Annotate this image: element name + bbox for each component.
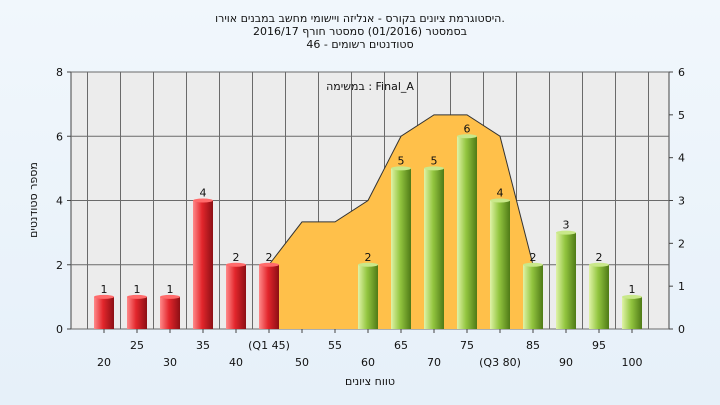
- chart-title-line-3: סטודנטים רשומים - 46: [306, 38, 414, 51]
- bar-top: [193, 198, 213, 203]
- bar: [490, 200, 510, 329]
- bar: [589, 264, 609, 329]
- bar-top: [490, 198, 510, 203]
- bar-value-label: 2: [233, 251, 240, 264]
- bar-value-label: 2: [365, 251, 372, 264]
- x-tick-label: 30: [163, 356, 177, 369]
- bar-top: [160, 294, 180, 299]
- bar: [226, 264, 246, 329]
- bar-top: [127, 294, 147, 299]
- y-tick-label: 2: [56, 259, 63, 272]
- bar-value-label: 2: [266, 251, 273, 264]
- bar: [160, 296, 180, 329]
- bar: [556, 232, 576, 329]
- bar-top: [226, 262, 246, 267]
- y2-tick-label: 4: [678, 152, 685, 165]
- bar-value-label: 6: [464, 122, 471, 135]
- chart-annotation: במשימה : Final_A: [326, 80, 414, 93]
- bar: [193, 200, 213, 329]
- x-tick-label: 35: [196, 339, 210, 352]
- chart-title-line-1: היסטוגרמת ציונים בקורס - אנליזה ויישומי …: [215, 12, 505, 25]
- bar-value-label: 5: [398, 154, 405, 167]
- x-tick-label: 65: [394, 339, 408, 352]
- bar-value-label: 4: [497, 187, 504, 200]
- bar-top: [622, 294, 642, 299]
- y-axis-label: מספר סטודנטים: [27, 162, 40, 238]
- x-tick-label: 100: [622, 356, 643, 369]
- x-tick-label: (Q3 80): [479, 356, 521, 369]
- bar-top: [523, 262, 543, 267]
- bar-top: [391, 166, 411, 171]
- y2-tick-label: 0: [678, 323, 685, 336]
- chart-title-line-2: בסמסטר (01/2016) סמסטר חורף 2016/17: [253, 25, 467, 38]
- y2-tick-label: 2: [678, 237, 685, 250]
- x-tick-label: 95: [592, 339, 606, 352]
- bar-top: [589, 262, 609, 267]
- y-tick-label: 8: [56, 66, 63, 79]
- x-axis-label: טווח ציונים: [345, 375, 395, 388]
- y-tick-label: 6: [56, 130, 63, 143]
- bar: [391, 168, 411, 329]
- bar-top: [259, 262, 279, 267]
- bar-value-label: 1: [167, 283, 174, 296]
- y2-tick-label: 3: [678, 195, 685, 208]
- bar-value-label: 1: [101, 283, 108, 296]
- x-tick-label: 90: [559, 356, 573, 369]
- x-tick-label: 50: [295, 356, 309, 369]
- bar: [259, 264, 279, 329]
- x-tick-label: 60: [361, 356, 375, 369]
- bar-top: [424, 166, 444, 171]
- bar-value-label: 1: [629, 283, 636, 296]
- bar-value-label: 5: [431, 154, 438, 167]
- bar-value-label: 2: [530, 251, 537, 264]
- x-tick-label: 85: [526, 339, 540, 352]
- bars: 1 1 1 4 2 2 2 5 5 6 4 2 3 2 1: [94, 122, 642, 329]
- y2-tick-label: 6: [678, 66, 685, 79]
- x-tick-label: 40: [229, 356, 243, 369]
- bar: [358, 264, 378, 329]
- bar-top: [94, 294, 114, 299]
- bar-value-label: 3: [563, 219, 570, 232]
- y-tick-label: 4: [56, 195, 63, 208]
- y2-tick-label: 1: [678, 280, 685, 293]
- bar: [94, 296, 114, 329]
- x-tick-label: 20: [97, 356, 111, 369]
- bar-top: [556, 230, 576, 235]
- bar: [424, 168, 444, 329]
- x-tick-label: 25: [130, 339, 144, 352]
- bar-top: [457, 134, 477, 139]
- x-tick-label: 75: [460, 339, 474, 352]
- bar: [457, 136, 477, 329]
- y2-tick-label: 5: [678, 109, 685, 122]
- bar-top: [358, 262, 378, 267]
- bar-value-label: 2: [596, 251, 603, 264]
- y-tick-label: 0: [56, 323, 63, 336]
- x-tick-label: 55: [328, 339, 342, 352]
- x-tick-label: (Q1 45): [248, 339, 290, 352]
- bar: [523, 264, 543, 329]
- bar-value-label: 4: [200, 187, 207, 200]
- area-outline: [268, 114, 534, 266]
- x-tick-label: 70: [427, 356, 441, 369]
- bar: [127, 296, 147, 329]
- bar: [622, 296, 642, 329]
- bar-value-label: 1: [134, 283, 141, 296]
